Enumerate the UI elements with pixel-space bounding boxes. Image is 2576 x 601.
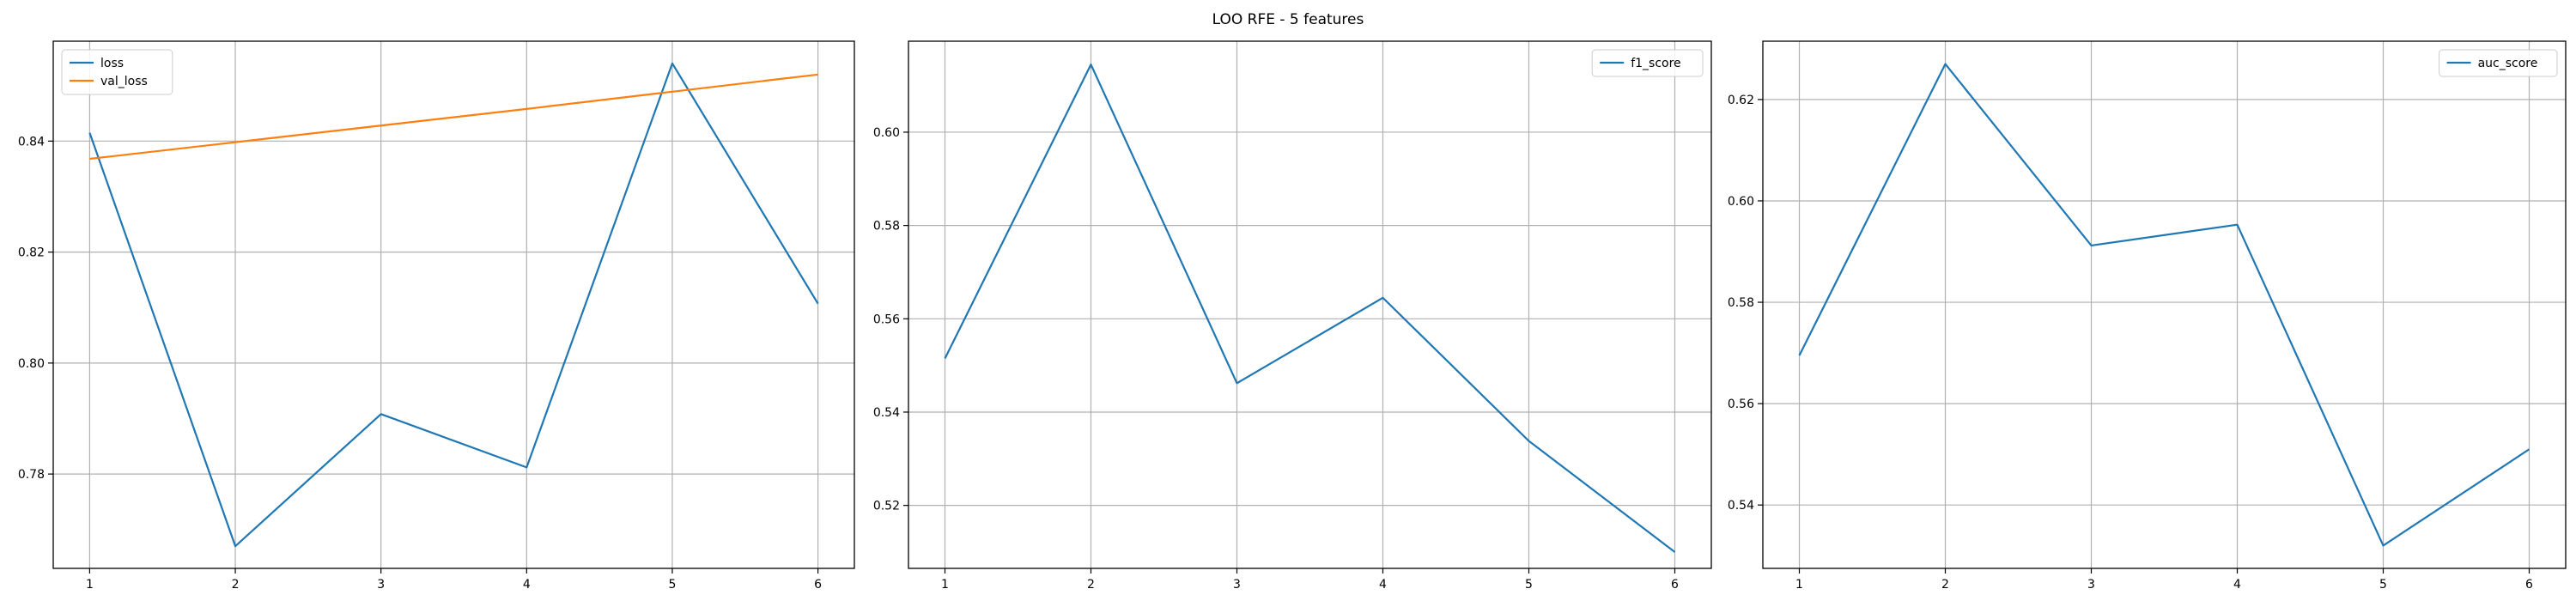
subplot-3: 1 2 3 4 5 6 0.54 0.56 0.58 0.60 0.62 auc_score (1728, 40, 2567, 592)
x-tick-label: 4 (2233, 578, 2241, 592)
x-tick-label: 3 (377, 578, 385, 592)
x-tick-label: 5 (668, 578, 676, 592)
y-tick-label: 0.52 (873, 500, 900, 513)
series-line-f1_score (944, 64, 1676, 553)
series-line-loss (88, 62, 819, 548)
x-tick-label: 3 (2087, 578, 2095, 592)
axes-frame (1762, 40, 2567, 569)
series-line-val_loss (89, 73, 818, 161)
legend-label: f1_score (1631, 57, 1680, 70)
y-tick-label: 0.82 (18, 246, 45, 260)
plot-area (908, 41, 1711, 568)
x-tick-label: 5 (2379, 578, 2387, 592)
x-tick-label: 2 (232, 578, 240, 592)
y-tick-label: 0.60 (873, 126, 900, 140)
y-tick-label: 0.56 (1728, 398, 1754, 411)
plot-area (53, 41, 854, 568)
plot-area (1763, 41, 2566, 568)
figure-suptitle: LOO RFE - 5 features (1212, 11, 1364, 28)
axes-frame (908, 40, 1712, 569)
legend-box (2439, 49, 2558, 77)
x-tick-label: 6 (814, 578, 822, 592)
legend-label: auc_score (2478, 57, 2538, 70)
legend: auc_score (2439, 49, 2558, 77)
series-line-auc_score (1798, 63, 2530, 547)
y-tick-label: 0.58 (1728, 296, 1754, 310)
x-tick-label: 2 (1087, 578, 1095, 592)
x-tick-label: 2 (1941, 578, 1949, 592)
legend-label: val_loss (100, 75, 148, 88)
x-tick-label: 6 (1671, 578, 1679, 592)
x-tick-label: 1 (86, 578, 94, 592)
y-tick-label: 0.62 (1728, 94, 1754, 107)
y-tick-label: 0.54 (873, 406, 900, 420)
y-tick-label: 0.58 (873, 220, 900, 234)
x-tick-label: 1 (1795, 578, 1803, 592)
x-tick-label: 4 (523, 578, 531, 592)
legend-box (1591, 49, 1704, 77)
x-tick-label: 6 (2525, 578, 2533, 592)
subplot-1: 1 2 3 4 5 6 0.78 0.80 0.82 0.84 loss val_loss (18, 40, 855, 592)
x-tick-label: 1 (941, 578, 949, 592)
y-tick-label: 0.54 (1728, 499, 1754, 513)
x-tick-label: 4 (1379, 578, 1387, 592)
y-tick-label: 0.78 (18, 468, 45, 482)
x-tick-label: 5 (1525, 578, 1533, 592)
legend: loss val_loss (61, 49, 173, 95)
y-tick-label: 0.80 (18, 357, 45, 371)
legend-box (61, 49, 173, 95)
y-tick-label: 0.60 (1728, 195, 1754, 209)
legend-label: loss (100, 57, 124, 70)
legend: f1_score (1591, 49, 1704, 77)
y-tick-label: 0.84 (18, 135, 45, 149)
axes-frame (52, 40, 855, 569)
subplot-2: 1 2 3 4 5 6 0.52 0.54 0.56 0.58 0.60 f1_score (873, 40, 1712, 592)
x-tick-label: 3 (1233, 578, 1241, 592)
y-tick-label: 0.56 (873, 313, 900, 326)
